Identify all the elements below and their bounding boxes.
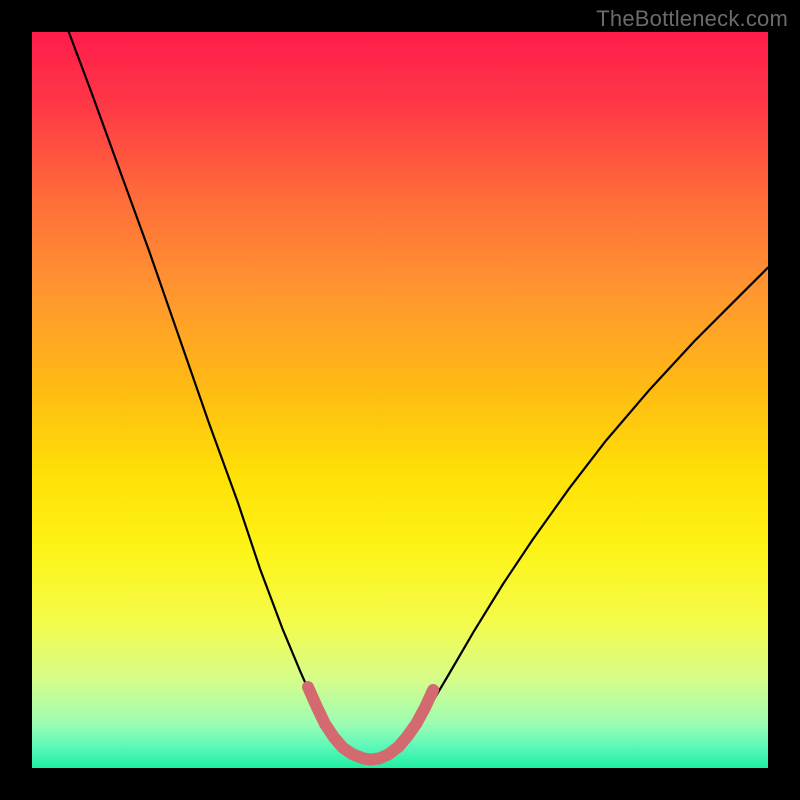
watermark-text: TheBottleneck.com: [596, 6, 788, 32]
plot-svg: [32, 32, 768, 768]
plot-frame: [32, 32, 768, 768]
bottleneck-curve-main: [69, 32, 768, 760]
bottleneck-curve-accent: [308, 687, 433, 760]
